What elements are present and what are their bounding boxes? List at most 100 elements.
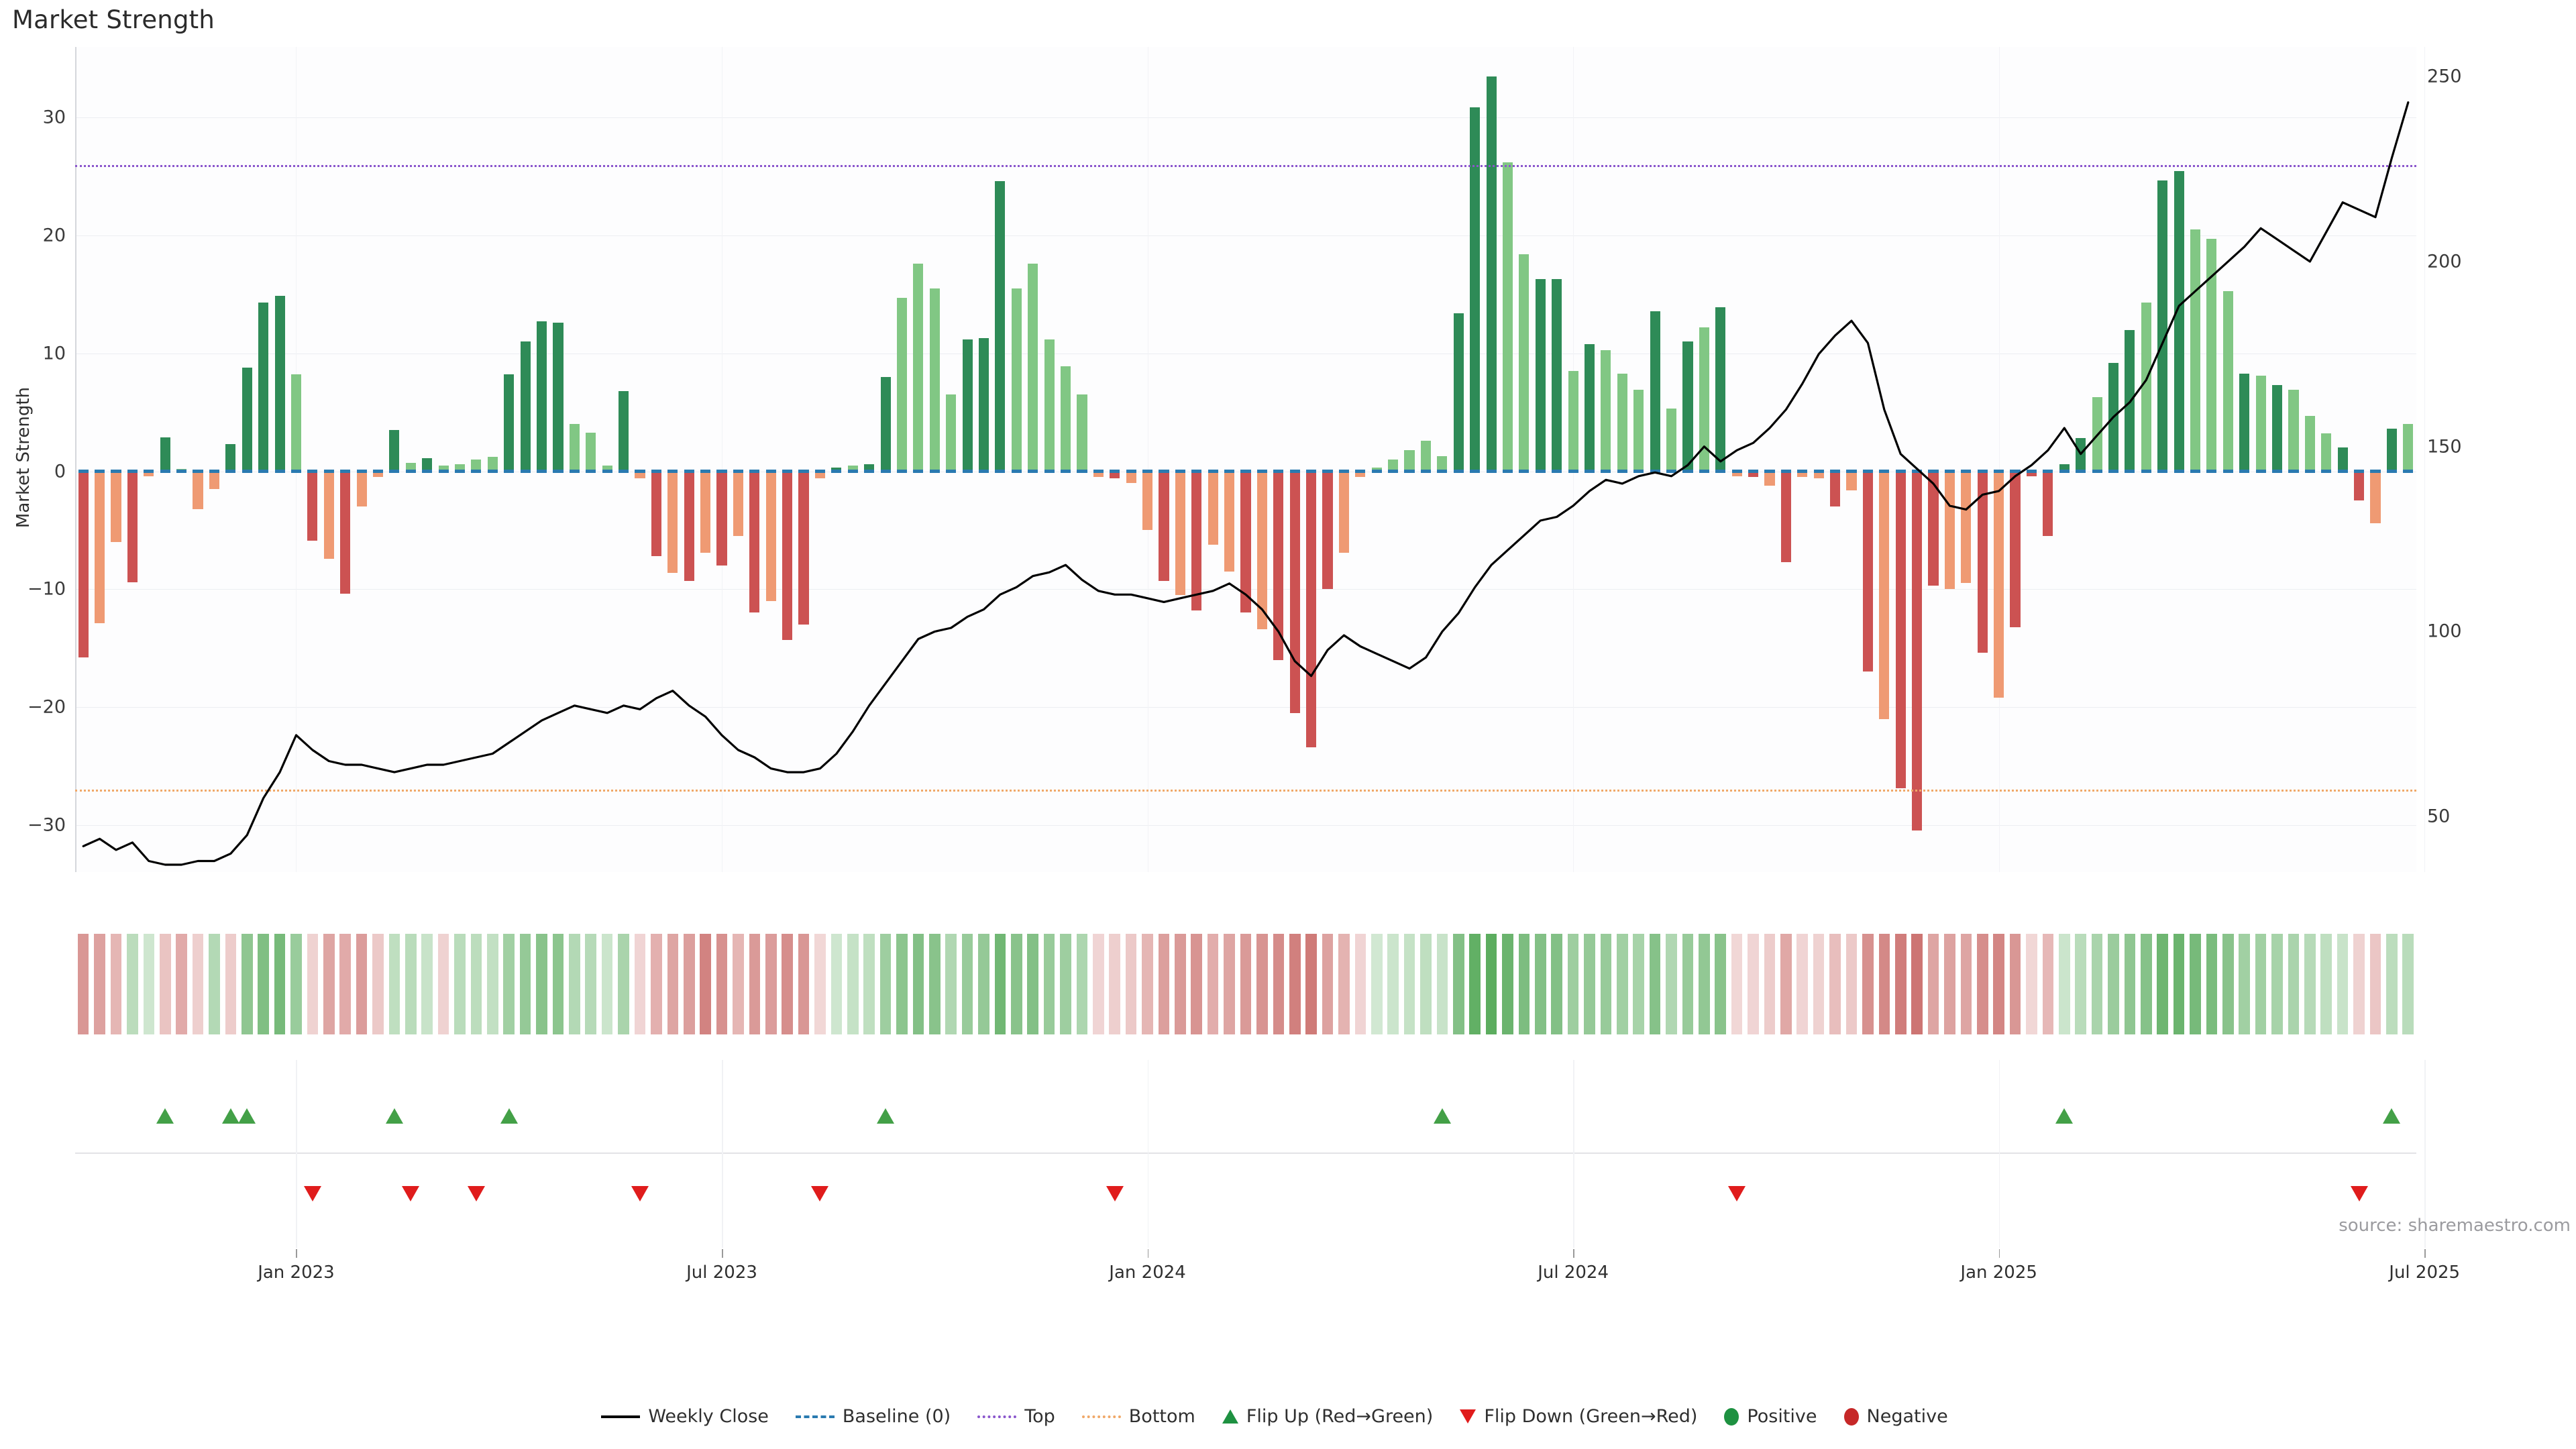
bar-positive [1437,455,1448,472]
flip-down-marker[interactable] [2350,1186,2368,1201]
heat-cell-positive [2058,934,2070,1034]
baseline-segment [290,470,302,474]
bar-negative [1355,471,1366,478]
legend-item[interactable]: Baseline (0) [795,1406,951,1427]
heat-cell-negative [814,934,826,1034]
legend-item-label: Positive [1747,1406,1817,1427]
flip-up-marker[interactable] [385,1108,403,1124]
heat-cell-negative [110,934,122,1034]
x-axis: Jan 2023 Jul 2023 Jan 2024 Jul 2024 Jan 2025… [75,1249,2460,1309]
legend-item-label: Top [1024,1406,1055,1427]
legend-item[interactable]: Flip Down (Green→Red) [1460,1406,1697,1427]
bar-negative [1256,471,1267,630]
bar-positive [405,463,416,472]
heat-cell-negative [733,934,744,1034]
flip-down-marker[interactable] [1106,1186,1124,1201]
heat-cell-negative [94,934,105,1034]
left-axis-tick-label: −30 [28,814,66,836]
flip-up-marker[interactable] [1433,1108,1451,1124]
baseline-segment [913,470,924,474]
bar-positive [2239,373,2250,472]
baseline-segment [651,470,661,474]
legend-item[interactable]: Weekly Close [601,1406,769,1427]
baseline-segment [2043,470,2053,474]
legend-item[interactable]: Bottom [1081,1406,1195,1427]
baseline-segment [1846,470,1857,474]
baseline-segment [1011,470,1022,474]
flip-up-marker[interactable] [221,1108,239,1124]
bar-negative [1093,471,1104,478]
bar-positive [1699,327,1709,472]
bar-negative [1306,471,1317,747]
flip-up-marker[interactable] [2383,1108,2401,1124]
bar-negative [2010,471,2021,627]
baseline-segment [1371,470,1382,474]
bar-positive [389,430,400,472]
baseline-segment [880,470,891,474]
heat-cell-positive [1633,934,1645,1034]
flip-up-marker[interactable] [500,1108,518,1124]
baseline-segment [2386,470,2397,474]
gridline [75,235,2416,237]
baseline-segment [1797,470,1808,474]
gridline-vertical [2424,1060,2426,1248]
baseline-segment [225,470,236,474]
flip-down-marker[interactable] [631,1186,649,1201]
heat-cell-positive [1371,934,1383,1034]
heat-cell-negative [1109,934,1121,1034]
heat-cell-negative [667,934,679,1034]
heat-cell-positive [503,934,515,1034]
bar-negative [1879,471,1890,719]
flip-up-marker[interactable] [2055,1108,2074,1124]
legend-item-label: Weekly Close [648,1406,769,1427]
heat-cell-negative [307,934,319,1034]
heat-cell-positive [127,934,138,1034]
flip-down-marker[interactable] [811,1186,829,1201]
baseline-segment [1355,470,1366,474]
legend-item[interactable]: Flip Up (Red→Green) [1222,1406,1433,1427]
baseline-segment [667,470,678,474]
flip-down-marker[interactable] [1728,1186,1746,1201]
heat-cell-negative [1731,934,1743,1034]
baseline-segment [602,470,612,474]
baseline-segment [78,470,89,474]
baseline-segment [340,470,351,474]
baseline-segment [1142,470,1153,474]
heat-cell-negative [1175,934,1186,1034]
heat-cell-negative [749,934,761,1034]
heat-cell-negative [1862,934,1874,1034]
baseline-segment [2206,470,2217,474]
flip-up-marker[interactable] [877,1108,895,1124]
bar-positive [290,374,302,472]
flip-up-marker[interactable] [156,1108,174,1124]
baseline-segment [1928,470,1939,474]
bar-positive [225,444,236,472]
flip-down-marker[interactable] [402,1186,420,1201]
legend-item[interactable]: Negative [1843,1406,1948,1427]
chart-legend: Weekly Close Baseline (0) Top Bottom Flip Up… [0,1406,2576,1427]
bar-positive [1077,394,1087,472]
legend-item[interactable]: Positive [1724,1406,1817,1427]
baseline-segment [1126,470,1136,474]
legend-item[interactable]: Top [977,1406,1055,1427]
heat-cell-negative [1845,934,1858,1034]
heat-cell-positive [2239,934,2251,1034]
baseline-segment [1912,470,1923,474]
heat-cell-positive [258,934,269,1034]
flip-down-marker[interactable] [467,1186,485,1201]
heat-cell-positive [274,934,286,1034]
bar-positive [1552,279,1562,472]
left-axis-tick-label: −20 [28,696,66,718]
heat-cell-positive [1699,934,1710,1034]
bar-positive [1011,288,1022,472]
heat-cell-negative [1224,934,1235,1034]
baseline-segment [1944,470,1955,474]
flip-up-marker[interactable] [238,1108,256,1124]
baseline-segment [1110,470,1120,474]
heat-cell-positive [1076,934,1088,1034]
heat-cell-positive [1502,934,1513,1034]
baseline-segment [127,470,138,474]
flip-down-marker[interactable] [303,1186,321,1201]
heat-cell-negative [1125,934,1137,1034]
heat-cell-positive [2206,934,2218,1034]
